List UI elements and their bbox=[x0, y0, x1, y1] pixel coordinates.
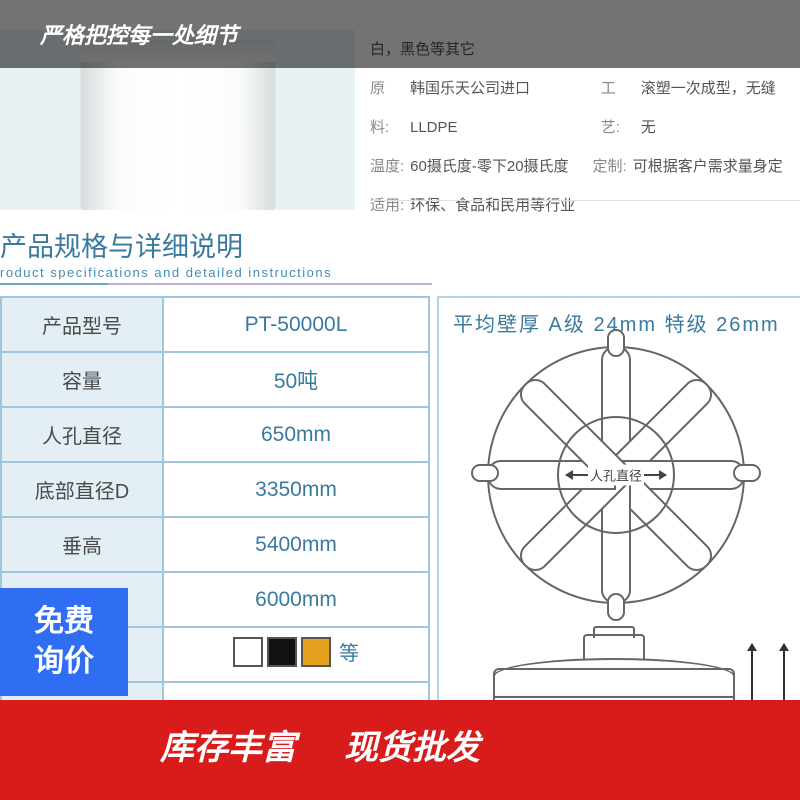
spec-label: 容量 bbox=[1, 352, 163, 407]
attr-process-val: 滚塑一次成型，无缝无 bbox=[641, 69, 790, 147]
swatch-black bbox=[267, 637, 297, 667]
attr-custom-val: 可根据客户需求量身定 bbox=[633, 147, 783, 186]
spec-value: 50吨 bbox=[163, 352, 429, 407]
attr-temp-label: 温度: bbox=[370, 147, 404, 186]
swatch-orange bbox=[301, 637, 331, 667]
table-row: 垂高5400mm bbox=[1, 517, 429, 572]
attr-material-val: 韩国乐天公司进口LLDPE bbox=[410, 69, 577, 147]
color-swatches: 等 bbox=[233, 637, 359, 667]
spec-value: 650mm bbox=[163, 407, 429, 462]
spec-label: 产品型号 bbox=[1, 297, 163, 352]
badge-line2: 询价 bbox=[34, 642, 94, 683]
spec-value: 6000mm bbox=[163, 572, 429, 627]
free-quote-badge[interactable]: 免费 询价 bbox=[0, 588, 128, 696]
table-row: 产品型号PT-50000L bbox=[1, 297, 429, 352]
spec-color-value: 等 bbox=[163, 627, 429, 682]
table-row: 底部直径D3350mm bbox=[1, 462, 429, 517]
top-overlay-text: 严格把控每一处细节 bbox=[40, 18, 238, 50]
section-title: 产品规格与详细说明 bbox=[0, 225, 243, 264]
spec-label: 底部直径D bbox=[1, 462, 163, 517]
attr-material-label: 原料: bbox=[370, 69, 404, 147]
lug bbox=[471, 464, 499, 482]
tank-top-view: 人孔直径 bbox=[487, 346, 745, 604]
spec-value: PT-50000L bbox=[163, 297, 429, 352]
badge-line1: 免费 bbox=[34, 602, 94, 643]
spec-value: 5400mm bbox=[163, 517, 429, 572]
spec-label: 垂高 bbox=[1, 517, 163, 572]
spec-label: 人孔直径 bbox=[1, 407, 163, 462]
diagram-header: 平均壁厚 A级 24mm 特级 26mm bbox=[453, 308, 800, 337]
top-overlay: 严格把控每一处细节 bbox=[0, 0, 800, 68]
section-subtitle: roduct specifications and detailed instr… bbox=[0, 265, 332, 280]
lug bbox=[607, 329, 625, 357]
lug bbox=[733, 464, 761, 482]
section-underline bbox=[0, 283, 432, 285]
table-row: 容量50吨 bbox=[1, 352, 429, 407]
swatch-white bbox=[233, 637, 263, 667]
attr-custom-label: 定制: bbox=[593, 147, 627, 186]
red-banner-text: 库存丰富 现货批发 bbox=[160, 720, 800, 769]
table-row: 人孔直径650mm bbox=[1, 407, 429, 462]
attr-divider bbox=[370, 200, 800, 201]
manhole-label: 人孔直径 bbox=[588, 465, 644, 486]
red-text-right: 现货批发 bbox=[344, 720, 480, 769]
attr-apply-val: 环保、食品和民用等行业 bbox=[410, 186, 575, 225]
attr-process-label: 工艺: bbox=[601, 69, 635, 147]
attr-temp-val: 60摄氏度-零下20摄氏度 bbox=[410, 147, 568, 186]
attr-apply-label: 适用: bbox=[370, 186, 404, 225]
lug bbox=[607, 593, 625, 621]
tank-rib bbox=[495, 696, 733, 698]
swatch-etc: 等 bbox=[339, 637, 359, 666]
red-text-left: 库存丰富 bbox=[160, 720, 296, 769]
spec-value: 3350mm bbox=[163, 462, 429, 517]
